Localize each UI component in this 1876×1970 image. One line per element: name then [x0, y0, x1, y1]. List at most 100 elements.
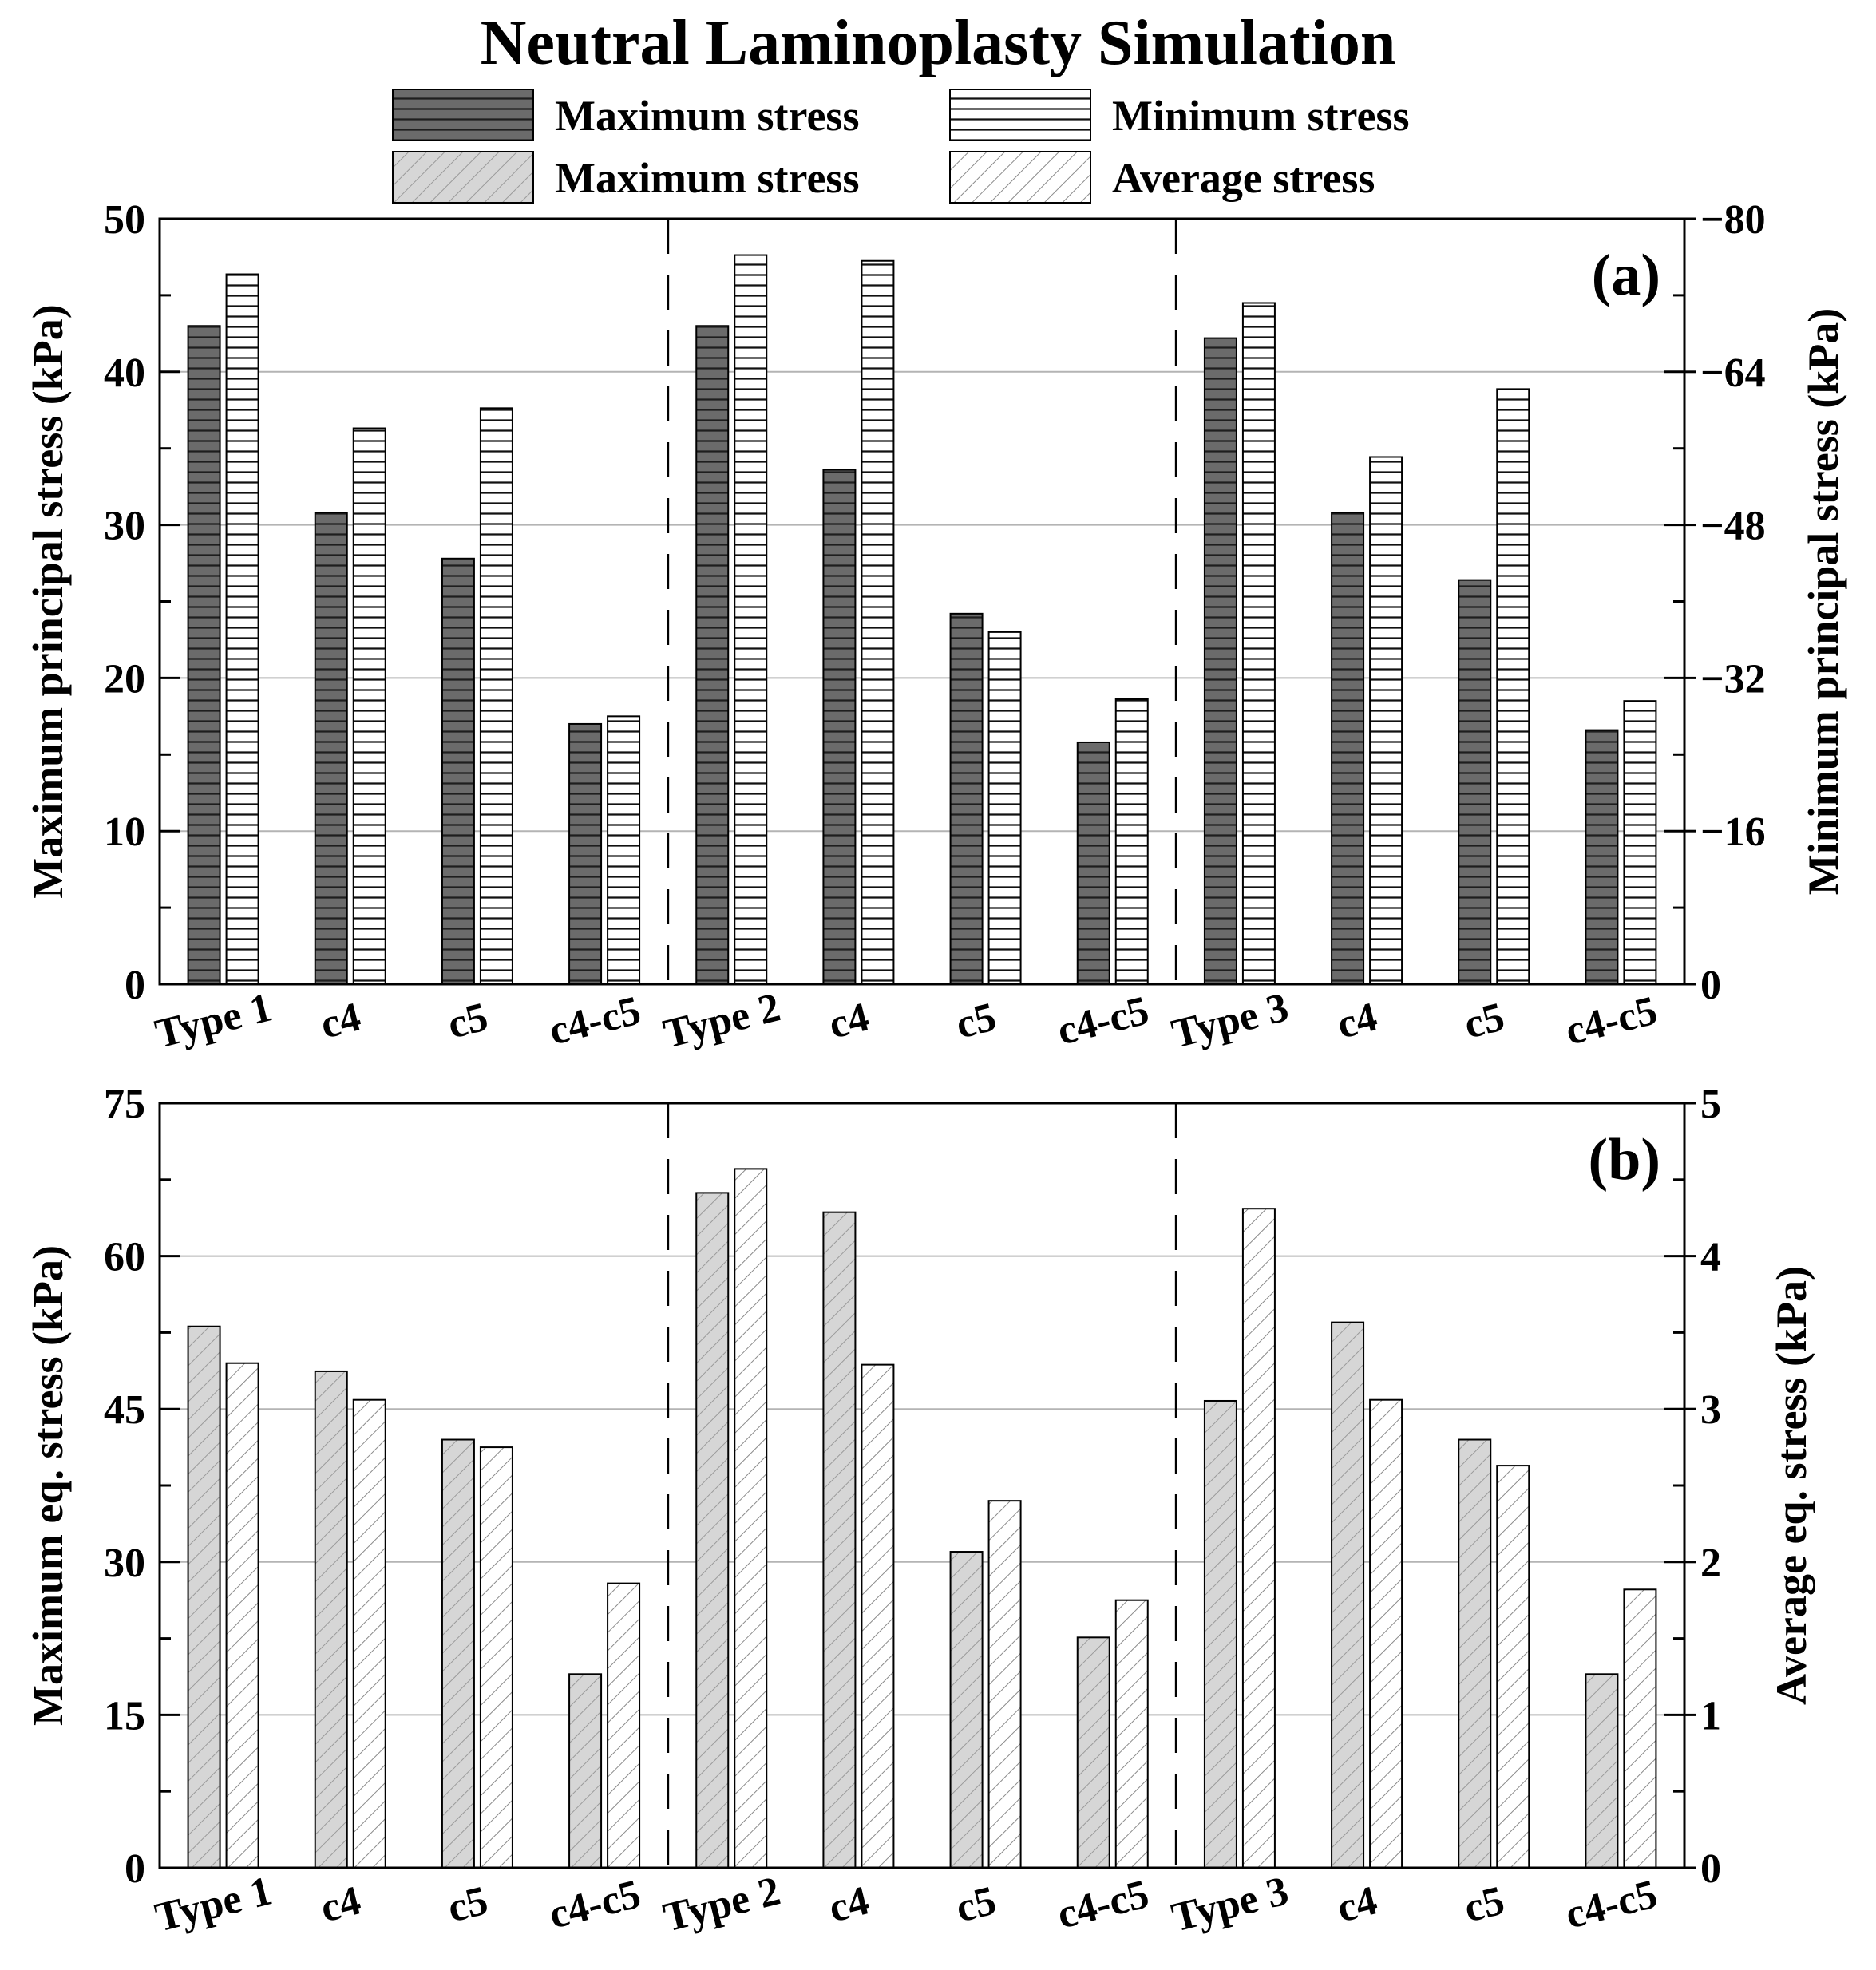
right-tick-label: −16 — [1700, 809, 1766, 855]
left-tick-label: 75 — [104, 1082, 145, 1127]
bar-dark-horizontal-9 — [1203, 337, 1237, 985]
bar-gray-diagonal-11 — [1458, 1438, 1492, 1869]
category-label: c5 — [443, 1877, 492, 1931]
bar-white-horizontal-5 — [734, 254, 768, 985]
bar-white-diagonal-9 — [1241, 1208, 1276, 1869]
bar-gray-diagonal-3 — [441, 1438, 475, 1869]
right-tick-label: −48 — [1700, 504, 1766, 549]
bar-white-diagonal-10 — [1369, 1398, 1403, 1869]
category-label: Type 3 — [1167, 984, 1292, 1057]
panel-a: 0 10 20 30 40 50 0 −16 −32 −48 −64 −80 Maximum princ… — [24, 197, 1847, 1058]
plot-frame — [158, 1102, 1686, 1869]
left-tick-label: 30 — [104, 504, 145, 549]
legend-swatch-gray-diagonal — [392, 151, 534, 204]
category-label: c4 — [316, 1877, 365, 1931]
category-label: c4-c5 — [1053, 987, 1154, 1054]
bar-dark-horizontal-1 — [187, 325, 221, 985]
bar-white-diagonal-8 — [1114, 1599, 1149, 1869]
left-tick-label: 60 — [104, 1235, 145, 1280]
category-label: c4 — [825, 994, 873, 1047]
left-axis-label: Maximum eq. stress (kPa) — [24, 1245, 72, 1726]
legend-item-avg-eq: Average stress — [949, 151, 1375, 204]
bar-white-horizontal-7 — [987, 631, 1022, 985]
bar-gray-diagonal-6 — [822, 1211, 857, 1869]
legend-swatch-white-diagonal — [949, 151, 1091, 204]
category-label: c4-c5 — [1561, 1871, 1662, 1937]
left-tick-label: 0 — [125, 963, 145, 1008]
bar-white-diagonal-3 — [479, 1446, 513, 1869]
right-tick-label: 4 — [1700, 1235, 1721, 1280]
category-label: c4 — [316, 994, 365, 1047]
bar-white-diagonal-6 — [861, 1363, 895, 1869]
bar-white-diagonal-12 — [1623, 1588, 1657, 1869]
right-tick-label: −64 — [1700, 350, 1766, 396]
legend-label: Maximum stress — [555, 92, 859, 140]
bar-white-horizontal-6 — [861, 259, 895, 985]
bar-dark-horizontal-7 — [949, 612, 984, 985]
category-label: c4 — [1332, 1877, 1381, 1931]
category-label: Type 1 — [151, 1868, 276, 1940]
bar-gray-diagonal-7 — [949, 1551, 984, 1869]
right-tick-label: −80 — [1700, 197, 1766, 243]
left-tick-label: 15 — [104, 1693, 145, 1739]
left-axis-label: Maximum principal stress (kPa) — [24, 304, 72, 898]
right-tick-label: 0 — [1700, 963, 1721, 1008]
bar-white-horizontal-9 — [1241, 302, 1276, 985]
right-tick-label: 3 — [1700, 1387, 1721, 1433]
category-label: c4 — [1332, 994, 1381, 1047]
left-tick-label: 30 — [104, 1541, 145, 1586]
bar-gray-diagonal-5 — [695, 1192, 730, 1869]
panel-label: (b) — [1589, 1127, 1660, 1193]
category-label: c4-c5 — [1561, 987, 1662, 1054]
right-tick-label: −32 — [1700, 656, 1766, 702]
bar-gray-diagonal-10 — [1331, 1321, 1365, 1869]
bar-white-diagonal-11 — [1496, 1465, 1530, 1869]
right-tick-label: 2 — [1700, 1541, 1721, 1586]
bar-dark-horizontal-11 — [1458, 579, 1492, 985]
legend-item-max-principal: Maximum stress — [392, 89, 859, 141]
category-label: c5 — [443, 994, 492, 1047]
bar-gray-diagonal-8 — [1076, 1636, 1110, 1869]
legend-label: Maximum stress — [555, 154, 859, 202]
figure-title: Neutral Laminoplasty Simulation — [481, 8, 1396, 78]
right-axis-label: Minimum principal stress (kPa) — [1799, 308, 1847, 896]
legend-label: Minimum stress — [1112, 92, 1410, 140]
category-label: c5 — [1460, 994, 1509, 1047]
bar-white-horizontal-1 — [225, 273, 259, 985]
left-tick-label: 40 — [104, 350, 145, 396]
legend-label: Average stress — [1112, 154, 1375, 202]
bar-white-horizontal-8 — [1114, 698, 1149, 986]
category-label: c4-c5 — [544, 1871, 645, 1937]
bar-white-horizontal-12 — [1623, 700, 1657, 985]
bar-white-horizontal-2 — [352, 427, 386, 985]
category-label: c4-c5 — [1053, 1871, 1154, 1937]
left-tick-label: 0 — [125, 1846, 145, 1892]
bar-dark-horizontal-8 — [1076, 741, 1110, 985]
bar-gray-diagonal-9 — [1203, 1399, 1237, 1869]
bar-white-horizontal-3 — [479, 407, 513, 986]
category-label: c5 — [1460, 1877, 1509, 1931]
right-tick-label: 1 — [1700, 1693, 1721, 1739]
panel-label: (a) — [1592, 243, 1660, 308]
bar-dark-horizontal-12 — [1585, 729, 1619, 985]
category-label: c4 — [825, 1877, 873, 1931]
right-tick-label: 5 — [1700, 1082, 1721, 1127]
bar-dark-horizontal-10 — [1331, 512, 1365, 985]
left-tick-label: 50 — [104, 197, 145, 243]
left-tick-label: 45 — [104, 1387, 145, 1433]
bar-white-diagonal-4 — [607, 1582, 641, 1869]
bar-gray-diagonal-1 — [187, 1325, 221, 1869]
left-tick-label: 20 — [104, 656, 145, 702]
category-label: Type 1 — [151, 984, 276, 1057]
bar-white-diagonal-2 — [352, 1398, 386, 1869]
bar-gray-diagonal-4 — [568, 1673, 603, 1869]
bar-dark-horizontal-6 — [822, 469, 857, 985]
bar-dark-horizontal-3 — [441, 557, 475, 985]
legend: Maximum stress Minimum stress Maximum st… — [392, 89, 1410, 204]
bar-white-horizontal-11 — [1496, 388, 1530, 985]
bar-white-horizontal-4 — [607, 715, 641, 985]
legend-swatch-dark-horizontal — [392, 89, 534, 141]
right-axis-label: Average eq. stress (kPa) — [1767, 1266, 1815, 1705]
